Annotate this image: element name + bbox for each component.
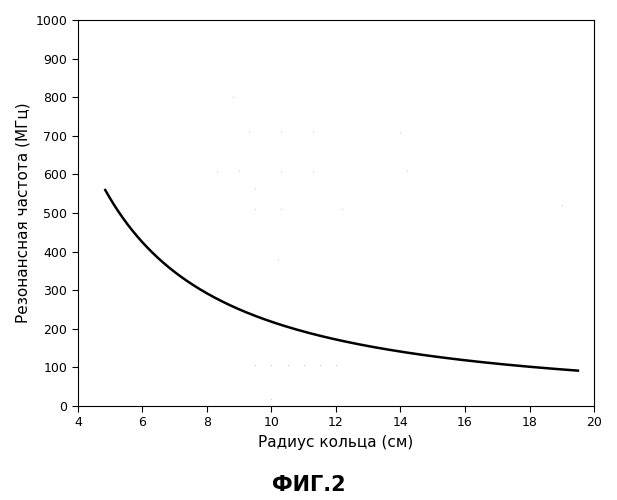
Text: ФИГ.2: ФИГ.2 xyxy=(271,475,346,495)
X-axis label: Радиус кольца (см): Радиус кольца (см) xyxy=(259,435,413,450)
Y-axis label: Резонансная частота (МГц): Резонансная частота (МГц) xyxy=(15,102,30,324)
